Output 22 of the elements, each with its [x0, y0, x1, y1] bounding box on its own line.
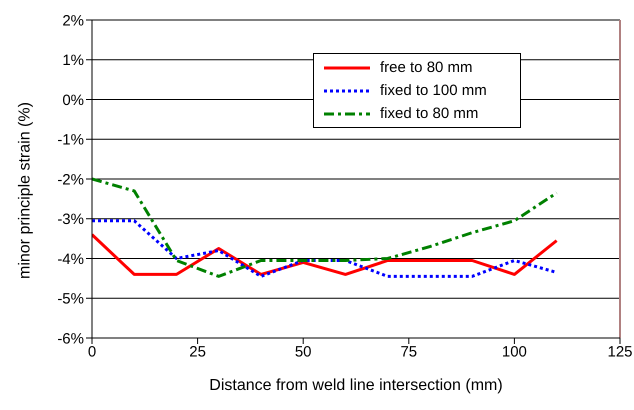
x-tick-label: 50	[294, 344, 312, 361]
x-tick-label: 75	[400, 344, 418, 361]
y-tick-label: -4%	[57, 250, 84, 268]
y-tick-label: 1%	[62, 52, 84, 70]
y-tick-label: -3%	[57, 211, 84, 228]
line-series	[92, 178, 558, 278]
y-tick-label: -5%	[57, 290, 84, 308]
x-axis-title: Distance from weld line intersection (mm)	[209, 377, 503, 394]
legend-label: fixed to 80 mm	[380, 104, 478, 124]
y-tick-label: -2%	[57, 171, 84, 188]
legend-label: free to 80 mm	[380, 58, 473, 78]
x-tick-label: 125	[607, 344, 633, 361]
y-tick-label: 0%	[62, 92, 84, 109]
x-tick-label: 100	[502, 344, 527, 361]
y-tick-label: 2%	[62, 12, 84, 30]
y-axis-title: minor principle strain (%)	[16, 102, 34, 279]
y-tick-label: -1%	[57, 132, 84, 149]
x-tick-label: 25	[189, 344, 206, 361]
line-series	[92, 233, 558, 276]
x-tick-label: 0	[88, 344, 96, 361]
legend-label: fixed to 100 mm	[380, 81, 487, 101]
y-tick-label: -6%	[57, 330, 84, 348]
